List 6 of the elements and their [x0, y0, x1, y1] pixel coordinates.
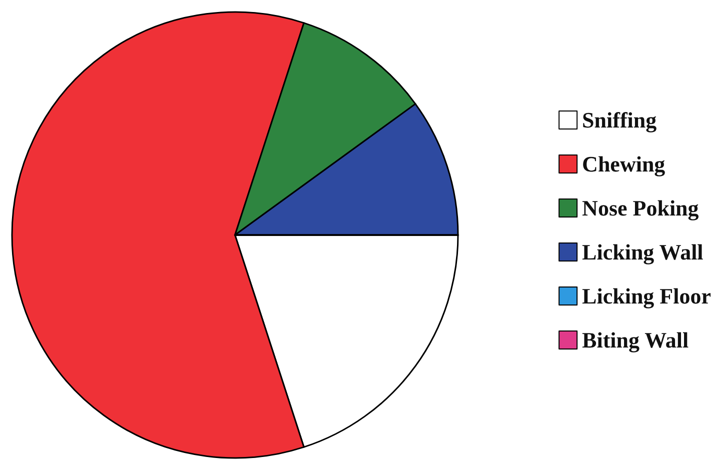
- legend-label: Licking Floor: [582, 284, 712, 308]
- legend-label: Chewing: [582, 152, 666, 176]
- legend-label: Sniffing: [582, 108, 657, 132]
- legend-label: Licking Wall: [582, 240, 704, 264]
- legend-label: Biting Wall: [582, 328, 689, 352]
- legend-label: Nose Poking: [582, 196, 699, 220]
